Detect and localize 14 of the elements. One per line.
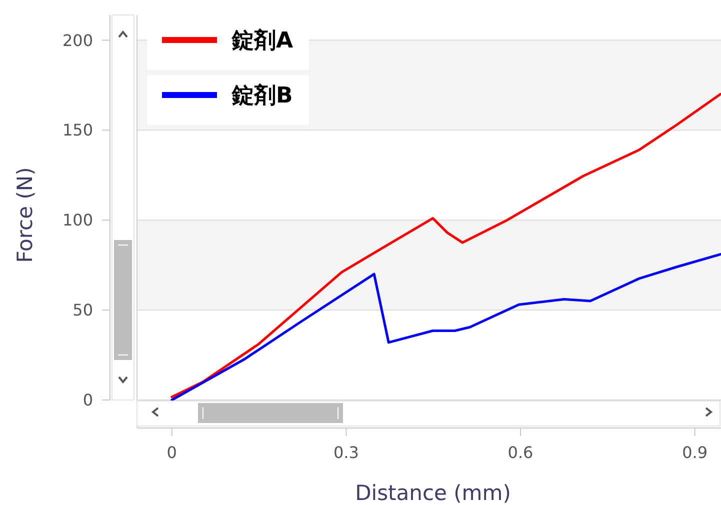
y-axis-title: Force (N) — [13, 167, 37, 263]
x-tick-label: 0.9 — [682, 443, 708, 462]
legend-label: 錠剤A — [231, 28, 294, 54]
x-tick-label: 0 — [166, 443, 177, 462]
x-axis-title: Distance (mm) — [355, 481, 511, 505]
y-tick-label: 200 — [62, 30, 93, 50]
x-tick-label: 0.3 — [333, 443, 359, 462]
x-tick-label: 0.6 — [508, 443, 534, 462]
legend-label: 錠剤B — [231, 82, 293, 109]
line-series — [170, 253, 721, 402]
y-tick-label: 100 — [62, 210, 93, 230]
y-tick-label: 50 — [72, 300, 93, 320]
y-tick-label: 150 — [62, 120, 93, 140]
y-tick-label: 0 — [82, 390, 93, 410]
